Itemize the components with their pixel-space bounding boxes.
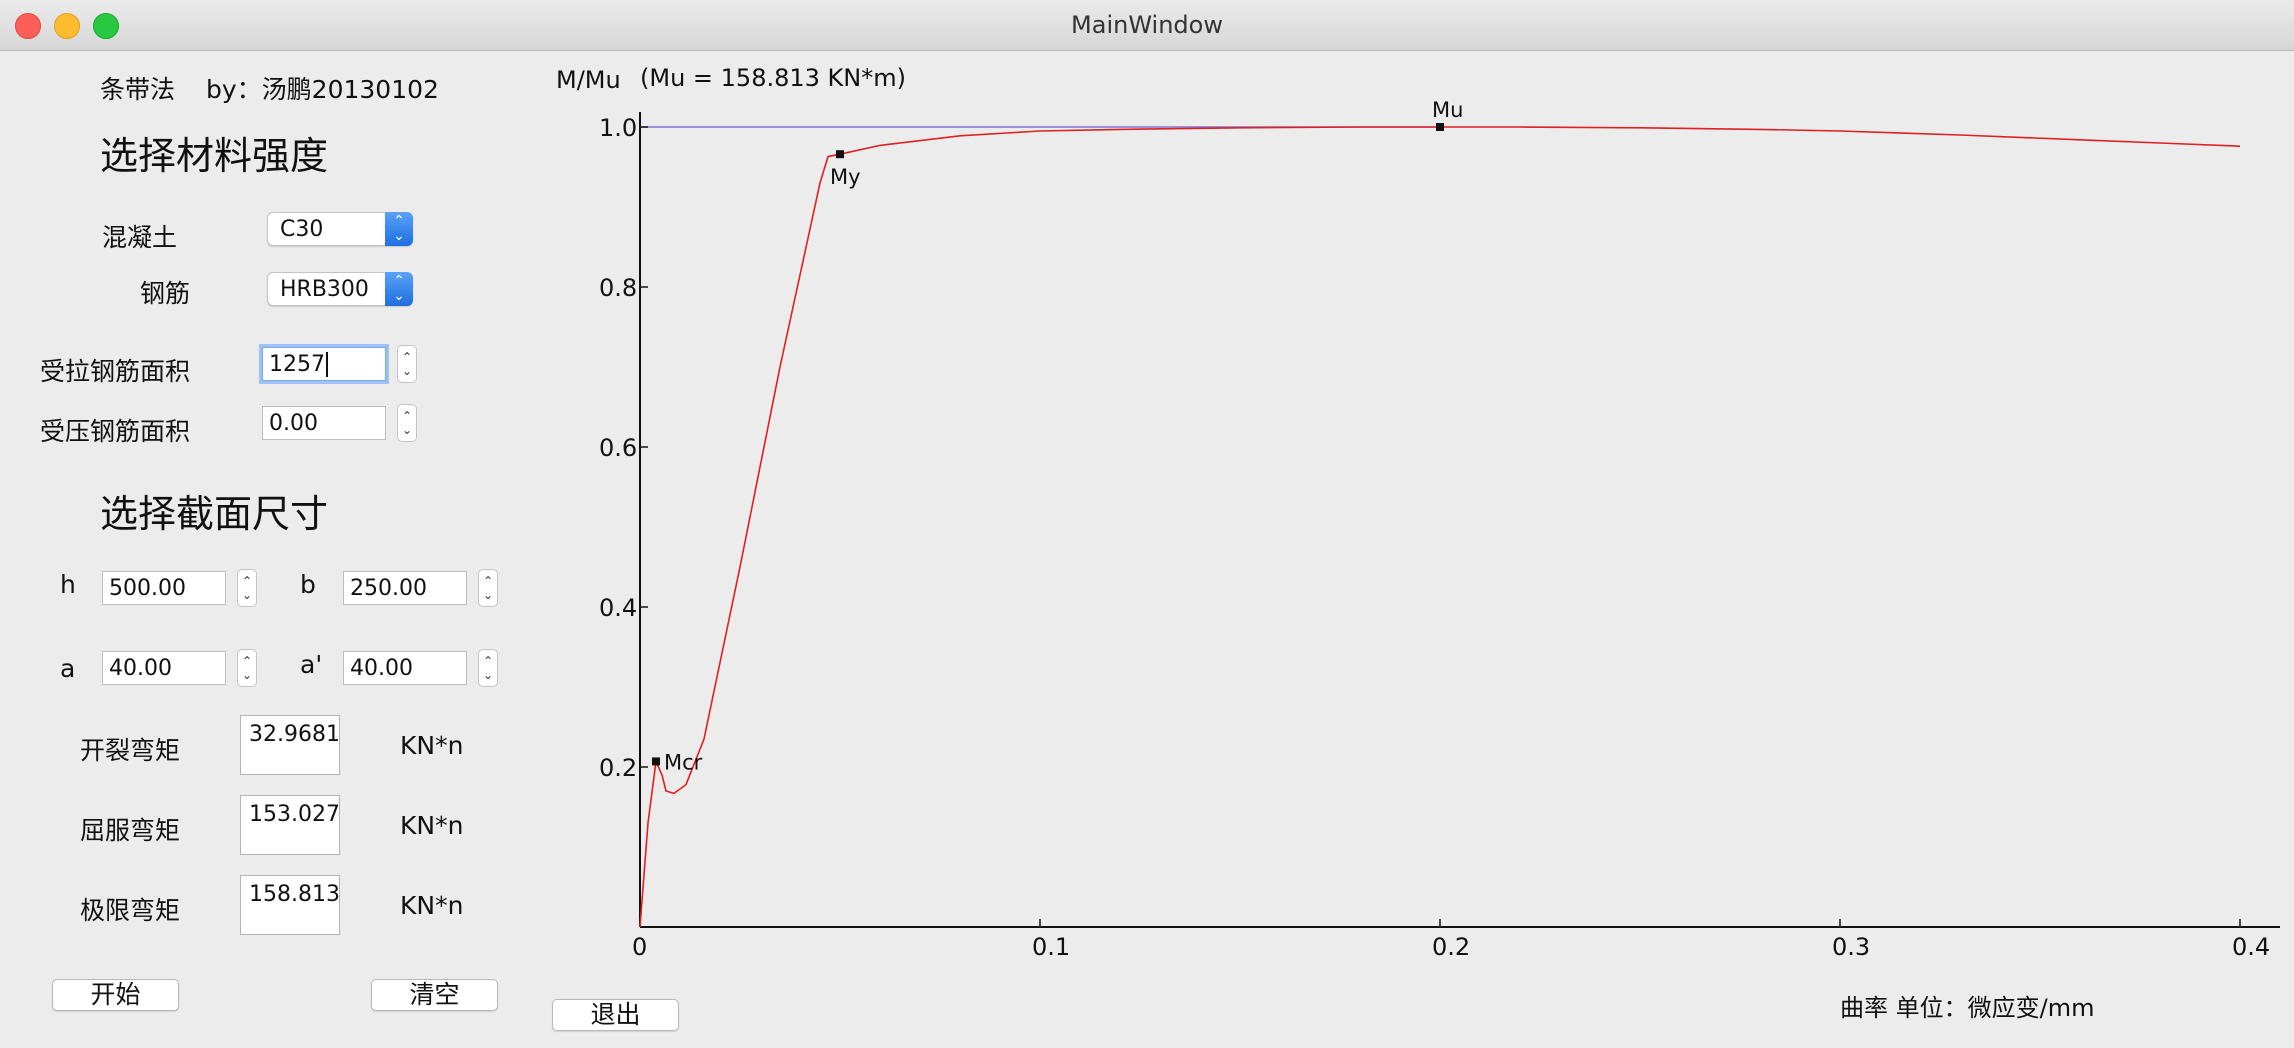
a-input[interactable]: 40.00 (102, 651, 226, 685)
point-marker (836, 150, 844, 159)
chevron-updown-icon: ⌃ ⌄ (385, 272, 413, 306)
material-heading: 选择材料强度 (100, 134, 329, 178)
concrete-select-value: C30 (280, 217, 324, 242)
chevron-updown-icon: ⌃ ⌄ (385, 212, 413, 246)
moment-curvature-line (639, 126, 2241, 928)
mu-annotation: (Mu = 158.813 KN*m) (640, 64, 906, 92)
b-label: b (300, 570, 316, 599)
compression-area-input[interactable]: 0.00 (262, 406, 386, 440)
steel-select[interactable]: HRB300 ⌃ ⌄ (267, 272, 413, 306)
a-prime-label: a' (300, 650, 323, 679)
steel-select-value: HRB300 (280, 277, 369, 302)
y-tick-label: 0.8 (599, 274, 637, 302)
close-window-button[interactable] (15, 13, 41, 39)
section-heading: 选择截面尺寸 (100, 492, 329, 536)
concrete-label: 混凝土 (102, 223, 178, 252)
crack-moment-output: 32.9681 (240, 715, 340, 775)
x-tick-label: 0.2 (1432, 933, 1470, 961)
yield-moment-unit: KN*n (400, 811, 462, 840)
minimize-window-button[interactable] (54, 13, 80, 39)
x-tick-label: 0 (632, 933, 647, 961)
y-tick-label: 0.6 (599, 434, 637, 462)
compression-area-label: 受压钢筋面积 (40, 417, 191, 446)
point-label: My (830, 165, 861, 189)
compression-area-stepper[interactable]: ⌃ ⌄ (397, 404, 417, 442)
window-title: MainWindow (1071, 11, 1223, 39)
h-input[interactable]: 500.00 (102, 571, 226, 605)
point-label: Mcr (664, 750, 703, 774)
x-axis-label: 曲率 单位：微应变/mm (1840, 994, 2094, 1022)
a-label: a (60, 654, 76, 683)
tension-area-input[interactable]: 1257 (262, 347, 386, 381)
y-tick-label: 1.0 (599, 114, 637, 142)
ultimate-moment-unit: KN*n (400, 891, 462, 920)
b-input[interactable]: 250.00 (343, 571, 467, 605)
point-marker (652, 757, 660, 766)
tension-area-label: 受拉钢筋面积 (40, 357, 191, 386)
b-stepper[interactable]: ⌃ ⌄ (478, 569, 498, 607)
ultimate-moment-output: 158.813 (240, 875, 340, 935)
clear-button[interactable]: 清空 (371, 979, 498, 1011)
y-tick-label: 0.4 (599, 594, 637, 622)
y-tick-label: 0.2 (599, 754, 637, 782)
author-label: by：汤鹏20130102 (206, 75, 439, 104)
h-stepper[interactable]: ⌃ ⌄ (237, 569, 257, 607)
x-tick-label: 0.1 (1032, 933, 1070, 961)
yield-moment-output: 153.027 (240, 795, 340, 855)
a-prime-input[interactable]: 40.00 (343, 651, 467, 685)
yield-moment-label: 屈服弯矩 (80, 816, 181, 845)
y-axis-label: M/Mu (556, 66, 621, 94)
crack-moment-unit: KN*n (400, 731, 462, 760)
ultimate-moment-label: 极限弯矩 (80, 896, 181, 925)
method-label: 条带法 (100, 75, 176, 104)
point-marker (1436, 123, 1444, 131)
x-tick-label: 0.4 (2232, 933, 2270, 961)
zoom-window-button[interactable] (93, 13, 119, 39)
title-bar: MainWindow (0, 0, 2294, 51)
point-label: Mu (1432, 98, 1463, 122)
steel-label: 钢筋 (140, 279, 191, 308)
exit-button[interactable]: 退出 (552, 999, 679, 1031)
h-label: h (60, 570, 76, 599)
a-prime-stepper[interactable]: ⌃ ⌄ (478, 649, 498, 687)
start-button[interactable]: 开始 (52, 979, 179, 1011)
concrete-select[interactable]: C30 ⌃ ⌄ (267, 212, 413, 246)
x-tick-label: 0.3 (1832, 933, 1870, 961)
tension-area-stepper[interactable]: ⌃ ⌄ (397, 345, 417, 383)
a-stepper[interactable]: ⌃ ⌄ (237, 649, 257, 687)
crack-moment-label: 开裂弯矩 (80, 736, 181, 765)
